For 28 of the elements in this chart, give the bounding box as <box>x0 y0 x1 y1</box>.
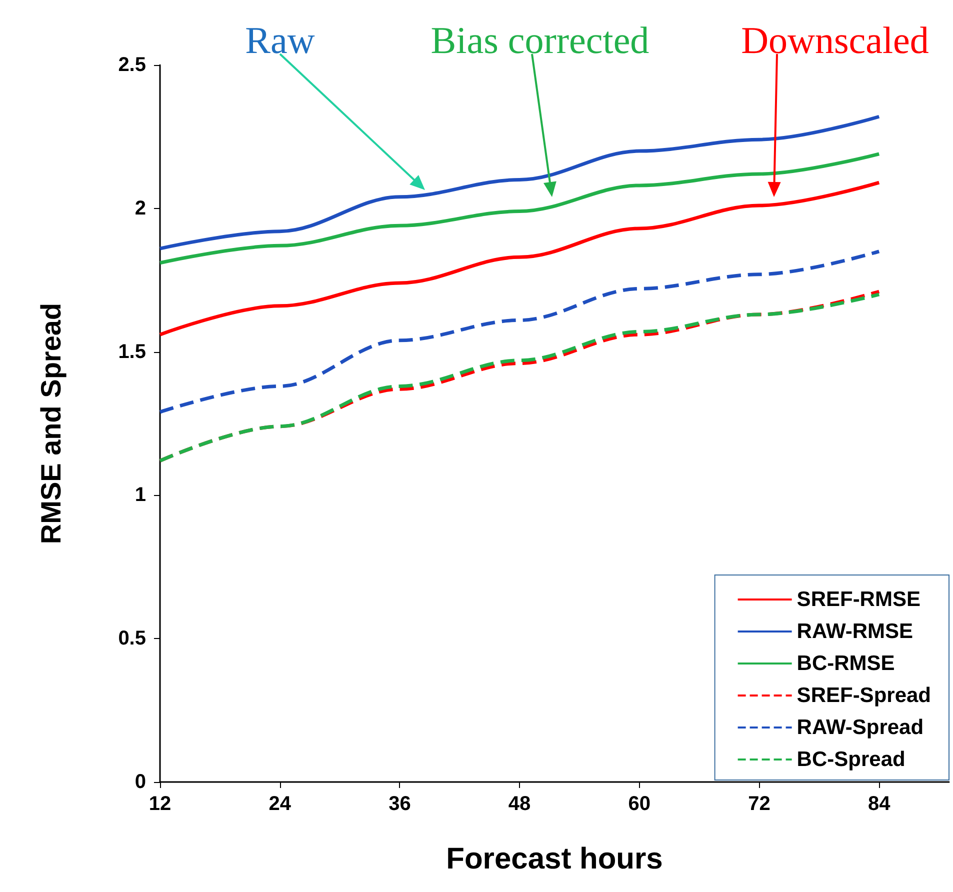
text: Bias corrected <box>430 20 650 62</box>
line-series <box>158 250 881 414</box>
line-series <box>158 152 881 265</box>
x-tick-label: 24 <box>268 793 292 815</box>
legend-label: RAW-RMSE <box>796 620 914 643</box>
text: Downscaled <box>741 20 929 62</box>
y-tick-label: 1.5 <box>118 340 146 363</box>
y-tick-label: 0.5 <box>118 628 146 650</box>
legend-label: BC-Spread <box>796 748 906 771</box>
y-tick-label: 0 <box>134 771 146 793</box>
x-tick-label: 84 <box>868 793 892 815</box>
x-tick-label: 36 <box>388 793 411 815</box>
x-tick-label: 72 <box>748 793 770 815</box>
x-tick-label: 48 <box>508 793 531 815</box>
y-tick-label: 2 <box>134 197 146 220</box>
line-series <box>158 180 881 336</box>
legend-label: BC-RMSE <box>796 652 895 675</box>
x-tick-label: 12 <box>148 793 172 815</box>
x-axis-title: Forecast hours <box>446 842 663 876</box>
legend-label: RAW-Spread <box>796 716 924 739</box>
text: Raw <box>245 20 316 62</box>
y-tick-label: 2.5 <box>118 54 146 76</box>
x-tick-label: 60 <box>628 793 651 815</box>
legend-label: SREF-Spread <box>796 684 932 707</box>
line-series <box>158 114 881 250</box>
y-axis-title: RMSE and Spread <box>36 302 66 544</box>
legend-label: SREF-RMSE <box>796 588 920 611</box>
y-tick-label: 1 <box>134 484 146 506</box>
